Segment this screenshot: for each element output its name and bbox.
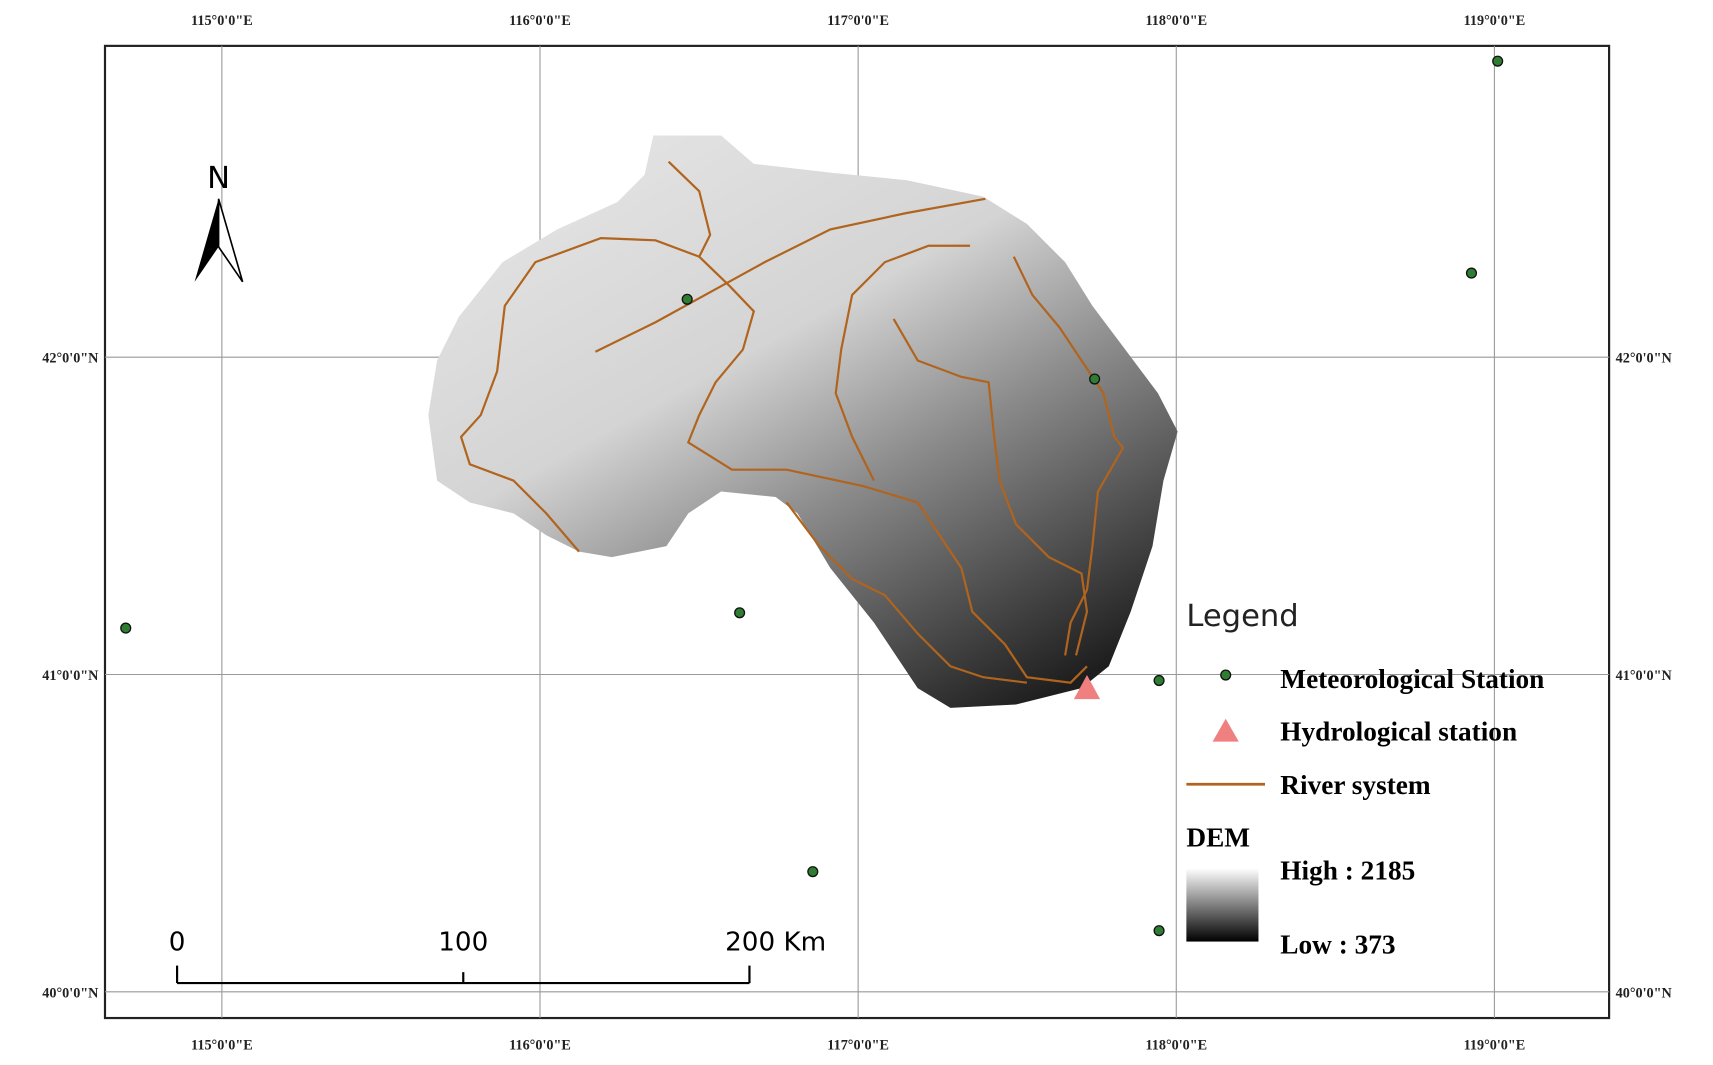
legend-item: Hydrological station: [1280, 717, 1517, 747]
latitude-label: 40°0'0"N: [42, 985, 99, 1001]
latitude-label: 41°0'0"N: [42, 668, 99, 684]
scale-label: 100: [438, 927, 488, 957]
legend-item: River system: [1280, 770, 1431, 800]
longitude-label: 118°0'0"E: [1145, 13, 1207, 29]
north-arrow: [194, 198, 219, 282]
dem-title: DEM: [1186, 823, 1250, 853]
longitude-label: 115°0'0"E: [191, 13, 253, 29]
catchment-dem: [428, 135, 1178, 708]
legend-symbol: [1220, 669, 1232, 681]
scale-bar: [175, 965, 751, 985]
north-label: N: [207, 161, 230, 196]
river-system: [459, 160, 1125, 684]
north-arrow: [217, 198, 244, 283]
latitude-label: 41°0'0"N: [1616, 668, 1673, 684]
scale-label: 0: [169, 927, 186, 957]
scale-label: 200 Km: [725, 927, 826, 957]
latitude-label: 42°0'0"N: [42, 351, 99, 367]
longitude-label: 117°0'0"E: [827, 1038, 889, 1054]
dem-low: Low : 373: [1280, 930, 1395, 960]
legend-title: Legend: [1186, 599, 1298, 634]
longitude-label: 118°0'0"E: [1145, 1038, 1207, 1054]
latitude-label: 40°0'0"N: [1616, 985, 1673, 1001]
dem-high: High : 2185: [1280, 855, 1415, 885]
longitude-label: 116°0'0"E: [509, 13, 571, 29]
longitude-label: 115°0'0"E: [191, 1038, 253, 1054]
latitude-label: 42°0'0"N: [1616, 351, 1673, 367]
dem-ramp: [1186, 868, 1259, 942]
legend-symbol: [1212, 718, 1239, 742]
hydrological-station: [1073, 675, 1101, 700]
legend-item: Meteorological Station: [1280, 664, 1544, 694]
longitude-label: 117°0'0"E: [827, 13, 889, 29]
meteorological-stations: [120, 55, 1504, 937]
longitude-label: 119°0'0"E: [1464, 13, 1526, 29]
longitude-label: 116°0'0"E: [509, 1038, 571, 1054]
longitude-label: 119°0'0"E: [1464, 1038, 1526, 1054]
